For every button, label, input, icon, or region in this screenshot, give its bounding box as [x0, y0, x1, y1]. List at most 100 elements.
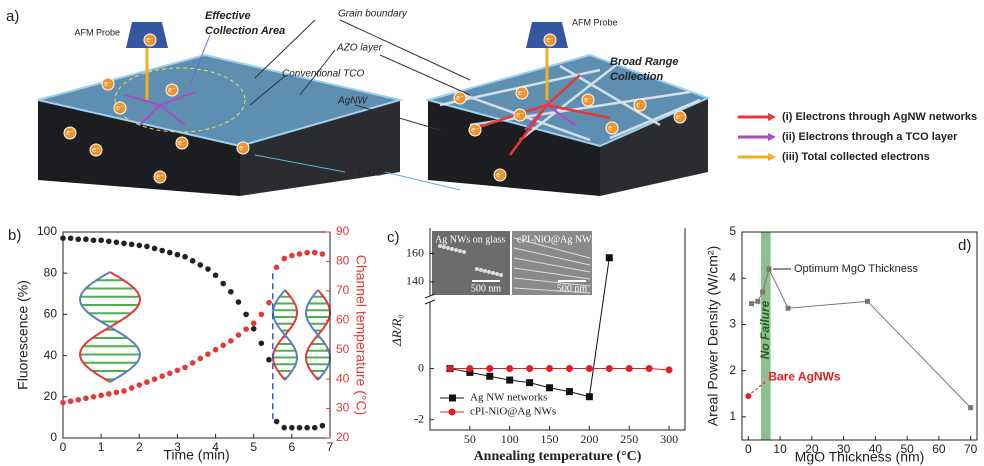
data-point [228, 338, 234, 344]
band-label: No Failure [758, 300, 772, 359]
data-point [212, 346, 219, 353]
nanowire [513, 287, 591, 294]
electron [493, 168, 507, 182]
y-tick-label: 40 [336, 371, 350, 385]
x-tick-label: 300 [660, 432, 678, 446]
data-point [304, 249, 310, 256]
electron-label: e⁻ [168, 87, 176, 94]
plot-frame [62, 231, 331, 439]
electron-label: e⁻ [104, 81, 112, 88]
probe-label: AFM Probe [74, 27, 120, 37]
x-tick-label: 0 [745, 442, 752, 456]
nanowire [513, 237, 591, 259]
data-point [159, 373, 165, 380]
x-tick-label: 6 [289, 440, 296, 454]
inset-label: Ag NWs on glass [435, 234, 505, 245]
data-point [296, 251, 303, 257]
data-point [128, 385, 135, 391]
data-point [526, 365, 534, 373]
scale-bar-label: 500 nm [557, 283, 588, 294]
electron-label: e⁻ [636, 102, 644, 109]
electron-label: e⁻ [178, 140, 186, 147]
particle [442, 245, 446, 249]
data-point [121, 388, 127, 394]
particle [450, 247, 454, 251]
data-point [121, 240, 127, 247]
data-point [243, 326, 249, 332]
y-axis-label: Areal Power Density (W/cm²) [705, 246, 721, 426]
x-tick-label: 0 [60, 440, 67, 454]
electron-label: e⁻ [516, 112, 524, 119]
legend-label: (i) Electrons through AgNW networks [782, 111, 977, 123]
electron [581, 93, 595, 107]
series-line [449, 368, 670, 371]
y-tick-label: 140 [406, 274, 424, 288]
y-tick-label: 20 [336, 430, 350, 444]
y-tick-label: 60 [336, 312, 350, 326]
data-point [205, 266, 211, 272]
data-point [785, 305, 791, 311]
data-point [486, 365, 494, 373]
particle [458, 249, 462, 253]
x-tick-label: 70 [964, 442, 978, 456]
annotation: AgNW [337, 96, 368, 107]
annotation: Grain boundary [338, 9, 408, 20]
data-point [90, 237, 97, 244]
x-tick-label: 150 [541, 432, 559, 446]
electron [165, 83, 179, 97]
data-point [968, 405, 974, 411]
annotation: Conventional TCO [282, 69, 364, 80]
x-tick-label: 20 [805, 442, 819, 456]
chart-title: b) [8, 227, 21, 244]
y-tick-label: 80 [336, 254, 350, 268]
annotation: Broad Range [610, 56, 678, 68]
data-point [605, 254, 613, 262]
particle [487, 270, 491, 274]
data-point [98, 237, 104, 244]
data-point [565, 365, 573, 373]
data-point [766, 266, 772, 272]
electron [453, 91, 467, 105]
y-tick-label: 90 [336, 224, 350, 238]
data-point [235, 299, 242, 305]
axis [429, 228, 686, 431]
electron [113, 101, 127, 115]
electrons: e⁻ e⁻ e⁻ e⁻ e⁻ e⁻ e⁻ e⁻ e⁻ e⁻ e⁻ e⁻ e⁻ e⁻ e⁻ e⁻ e⁻ e⁻ e⁻ [63, 33, 687, 184]
data-point [864, 298, 870, 304]
data-point [151, 245, 158, 252]
data-point [319, 422, 326, 429]
legend-arrowhead [768, 113, 776, 121]
data-point [83, 395, 89, 402]
chart-title: d) [958, 237, 971, 254]
electron [89, 143, 103, 157]
data-point [625, 365, 633, 373]
y-tick-label: 30 [336, 401, 350, 415]
legend-marker [448, 408, 456, 416]
y2-axis-label: Channel temperature (°C) [353, 255, 369, 415]
data-point [311, 249, 318, 256]
helix [304, 289, 332, 381]
data-point [144, 379, 150, 385]
electron-label: e⁻ [518, 90, 526, 97]
data-point [220, 280, 226, 287]
data-point [182, 364, 188, 371]
particle [495, 272, 499, 276]
data-point [235, 332, 242, 338]
electron-label: e⁻ [116, 105, 124, 112]
data-point [266, 299, 272, 306]
plot-frame [741, 231, 978, 441]
data-point [105, 391, 112, 397]
data-point [289, 252, 295, 259]
data-point [105, 238, 112, 245]
data-point [174, 367, 181, 374]
x-axis-label: Annealing temperature (°C) [474, 449, 642, 464]
data-point [212, 272, 219, 279]
y-tick-label: 4 [729, 270, 736, 284]
electron [101, 77, 115, 91]
nanowire [513, 257, 591, 273]
data-point [151, 376, 158, 382]
data-point [296, 424, 303, 431]
annotation: AZO layer [336, 43, 383, 54]
x-tick-label: 3 [174, 440, 181, 454]
